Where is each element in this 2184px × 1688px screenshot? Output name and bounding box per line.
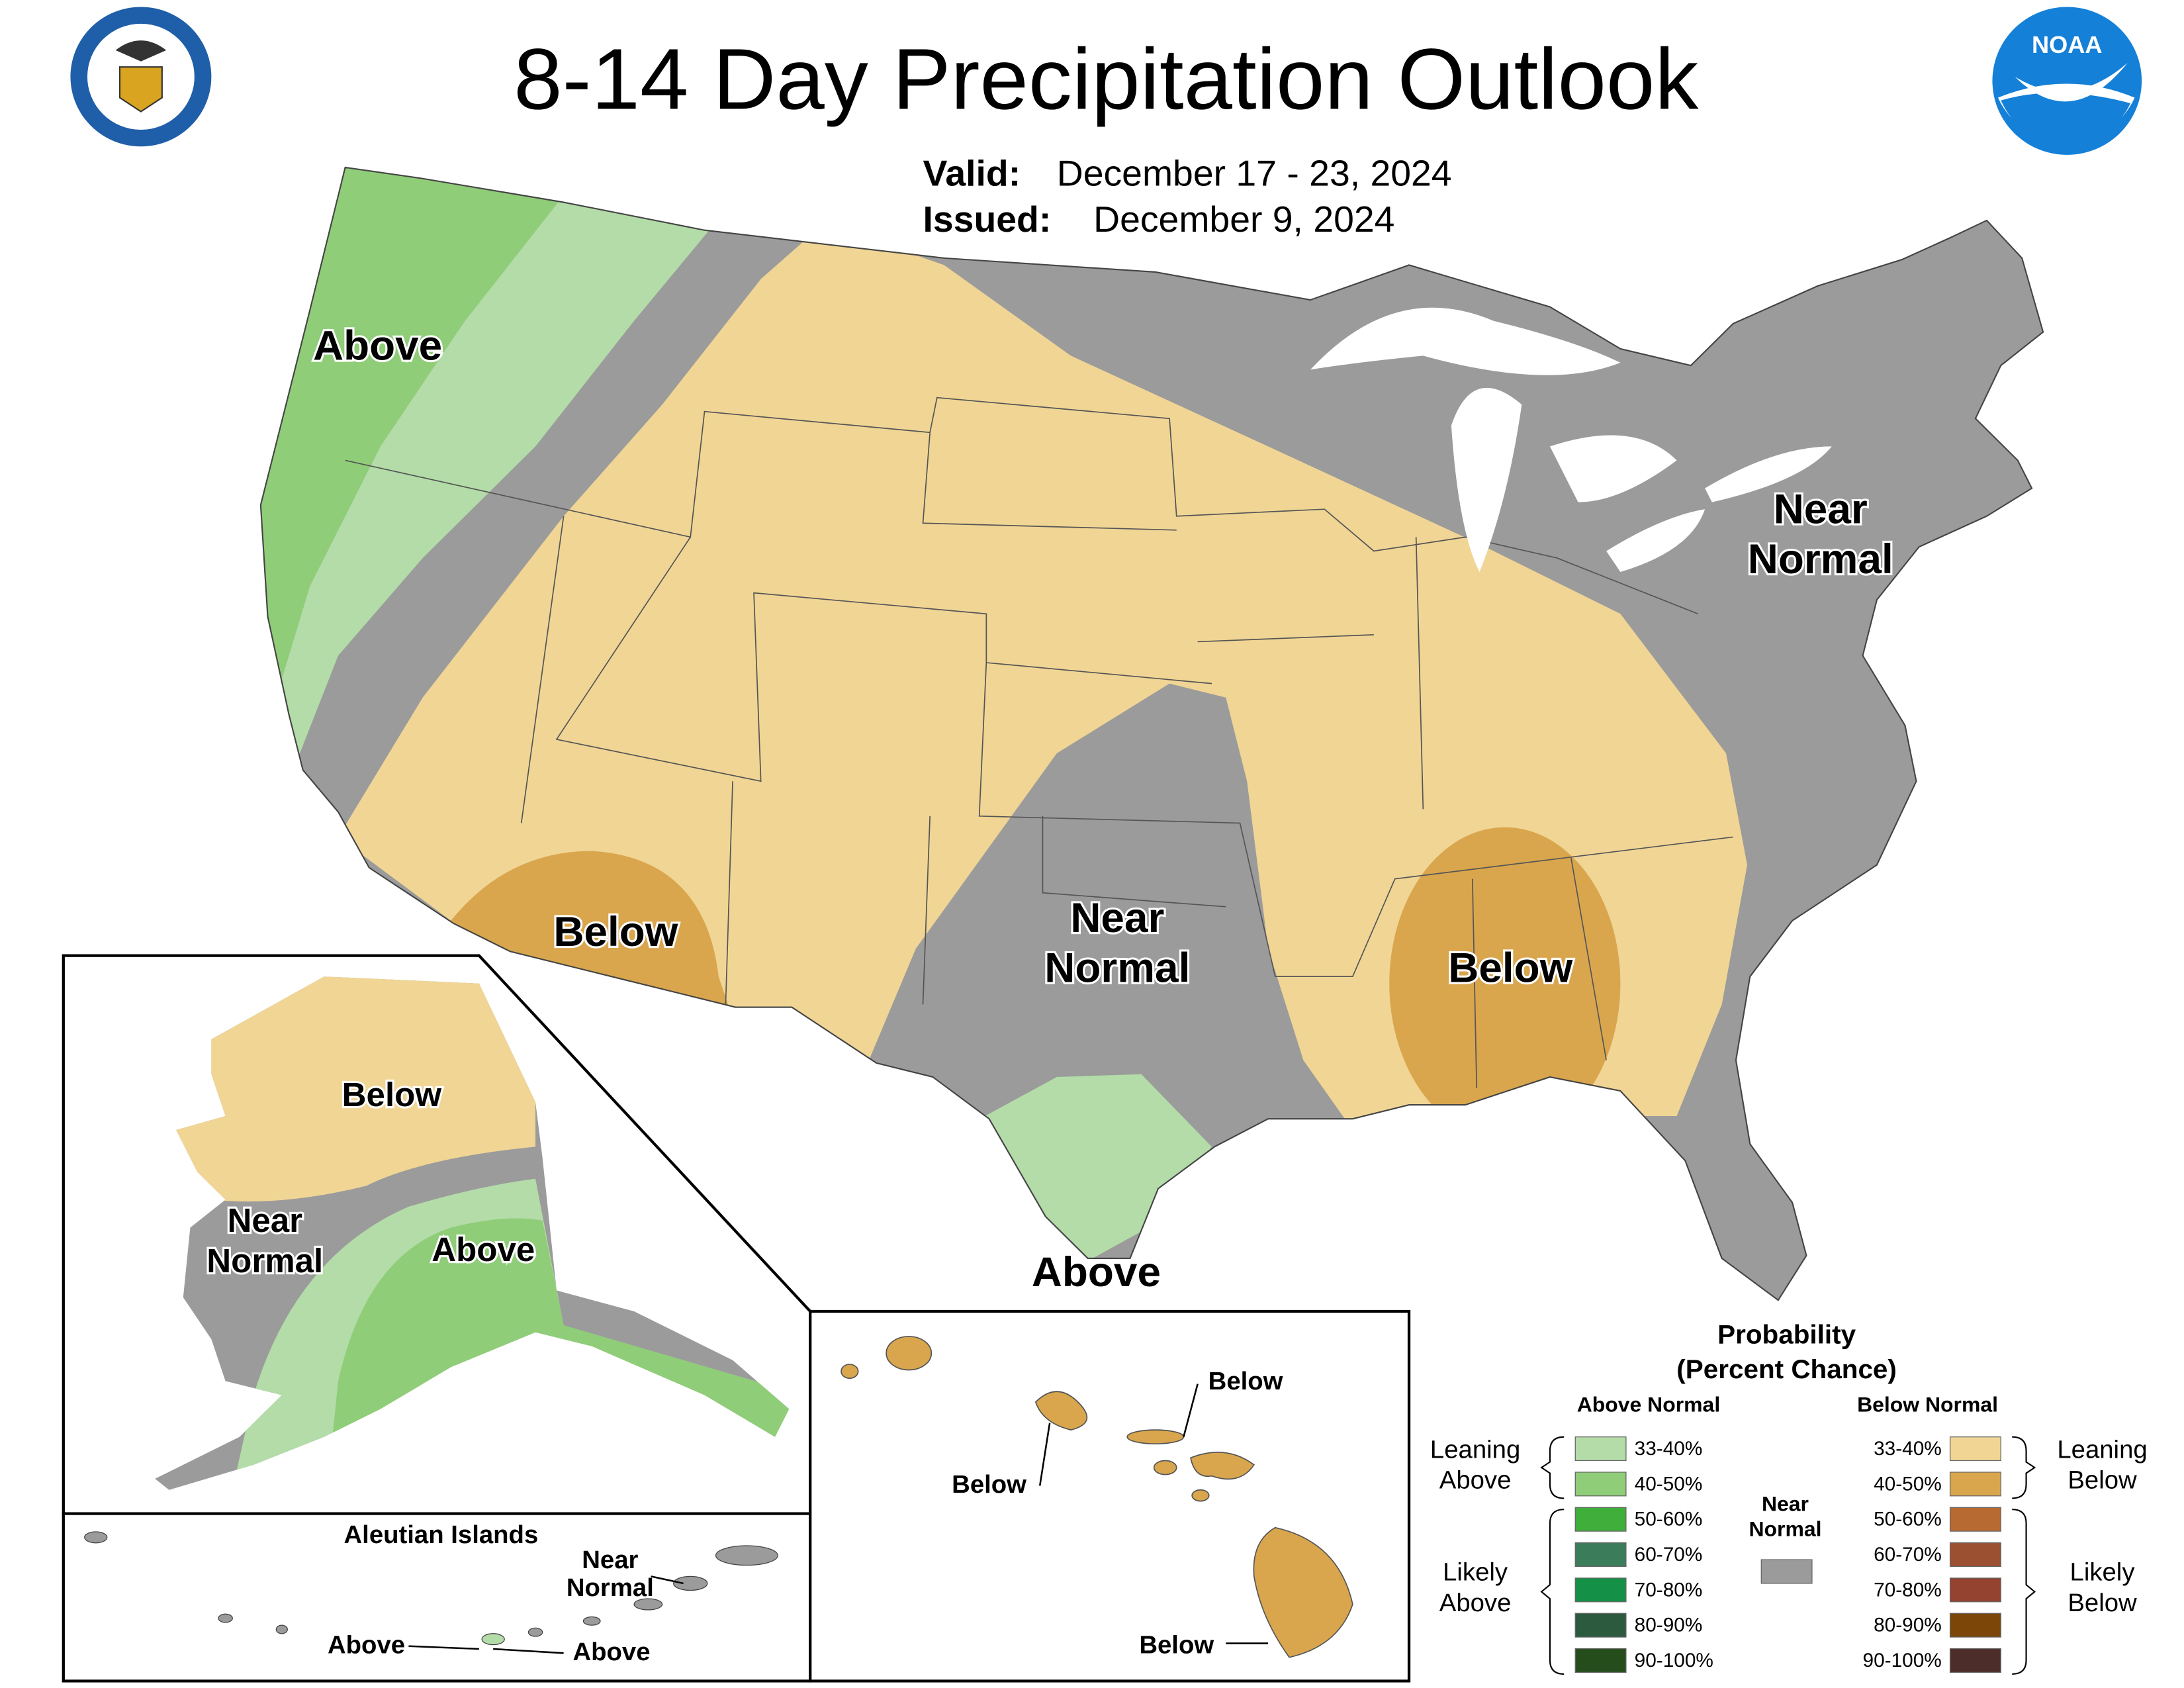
legend-likely-below: Likely Below [2068, 1558, 2137, 1617]
legend: Probability (Percent Chance) Above Norma… [1430, 1320, 2148, 1675]
legend-item-label: 80-90% [1874, 1615, 1942, 1636]
label-northwest: Above [313, 322, 442, 369]
label-aleut-above-west: Above [328, 1630, 405, 1659]
label-northeast: Near Normal [1748, 486, 1893, 583]
legend-swatch [1574, 1507, 1627, 1532]
legend-swatch [1574, 1613, 1627, 1638]
legend-swatch [1574, 1648, 1627, 1673]
valid-date: December 17 - 23, 2024 [1057, 153, 1452, 194]
region-se-below-40 [1389, 827, 1621, 1140]
legend-swatch [1574, 1542, 1627, 1568]
noaa-logo: NOAA [1992, 7, 2142, 155]
aleutians-inset [62, 1512, 812, 1683]
label-ak-west: Near Normal [206, 1201, 323, 1280]
legend-item-label: 60-70% [1874, 1544, 1942, 1566]
legend-item-label: 60-70% [1635, 1544, 1703, 1566]
doc-seal [70, 7, 212, 147]
legend-leaning-above: Leaning Above [1430, 1435, 1520, 1494]
legend-swatch [1949, 1542, 2001, 1568]
label-hi-oahu: Below [952, 1470, 1026, 1499]
legend-leaning-below: Leaning Below [2057, 1435, 2147, 1494]
hawaii-islands [841, 1336, 1353, 1658]
label-southwest: Below [553, 908, 678, 955]
legend-item-label: 33-40% [1635, 1438, 1703, 1460]
legend-swatch [1574, 1577, 1627, 1603]
conus-outline [259, 166, 2044, 1301]
legend-near: Near Normal [1749, 1492, 1821, 1541]
legend-swatch [1949, 1507, 2001, 1532]
legend-swatch [1574, 1472, 1627, 1497]
aleutians-title: Aleutian Islands [344, 1521, 539, 1549]
legend-item-label: 70-80% [1635, 1579, 1703, 1601]
label-southeast: Below [1448, 945, 1573, 992]
legend-item-label: 33-40% [1874, 1438, 1942, 1460]
legend-swatch [1949, 1472, 2001, 1497]
label-plains: Near Normal [1044, 894, 1190, 992]
aleutian-above [481, 1633, 505, 1646]
legend-swatch [1949, 1577, 2001, 1603]
label-aleut-near: Near Normal [567, 1546, 654, 1602]
legend-item-label: 70-80% [1874, 1579, 1942, 1601]
legend-swatch [1574, 1436, 1627, 1462]
label-hi-big-island: Below [1139, 1630, 1214, 1659]
label-ak-north: Below [342, 1076, 442, 1113]
legend-item-label: 50-60% [1874, 1509, 1942, 1530]
legend-swatch [1949, 1648, 2001, 1673]
legend-item-label: 40-50% [1874, 1474, 1942, 1495]
legend-item-label: 90-100% [1863, 1650, 1942, 1671]
legend-item-label: 80-90% [1635, 1615, 1703, 1636]
legend-item-label: 40-50% [1635, 1474, 1703, 1495]
legend-swatch [1949, 1613, 2001, 1638]
legend-subtitle: (Percent Chance) [1676, 1354, 1897, 1384]
region-sw-below-40 [451, 851, 733, 1019]
legend-item-label: 50-60% [1635, 1509, 1703, 1530]
label-aleut-above-east: Above [572, 1638, 650, 1666]
legend-below-heading: Below Normal [1857, 1393, 1998, 1417]
region-above-33 [267, 195, 712, 782]
issued-label: Issued: [923, 199, 1052, 240]
issued-date: December 9, 2024 [1093, 199, 1394, 240]
label-ak-south: Above [432, 1231, 535, 1268]
noaa-logo-text: NOAA [2032, 31, 2103, 58]
label-texas: Above [1032, 1248, 1161, 1295]
legend-swatch [1760, 1559, 1813, 1584]
legend-above-heading: Above Normal [1577, 1393, 1720, 1417]
aleutian-islands [84, 1531, 778, 1637]
label-hi-maui: Below [1208, 1367, 1283, 1395]
legend-swatch [1949, 1436, 2001, 1462]
legend-title: Probability [1717, 1320, 1856, 1350]
title: 8-14 Day Precipitation Outlook [514, 30, 1699, 127]
legend-item-label: 90-100% [1635, 1650, 1713, 1671]
valid-label: Valid: [923, 153, 1021, 194]
legend-likely-above: Likely Above [1439, 1558, 1512, 1617]
